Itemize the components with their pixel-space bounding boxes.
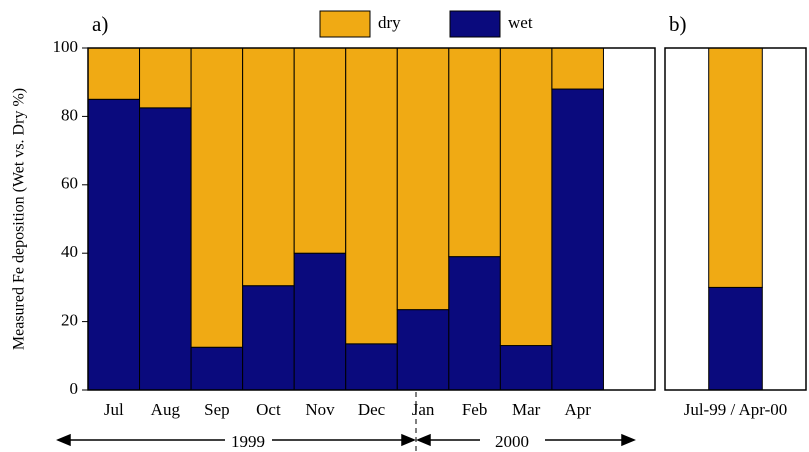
legend-label: dry (378, 13, 401, 32)
bar-segment (551, 47, 604, 90)
bar-segment (190, 346, 244, 391)
bar-segment (242, 285, 295, 391)
x-tick-label: Jul (104, 400, 124, 419)
y-tick-label: 20 (61, 311, 78, 330)
bar-segment (345, 343, 398, 391)
panel-title: b) (669, 12, 687, 36)
bar-segment (396, 47, 450, 311)
x-tick-label: Mar (512, 400, 541, 419)
bar-segment (190, 47, 244, 348)
x-tick-label: Aug (151, 400, 181, 419)
x-tick-label: Nov (305, 400, 335, 419)
bar-segment (396, 309, 450, 391)
y-tick-label: 40 (61, 242, 78, 261)
plot-frame (87, 47, 656, 391)
year-label: 2000 (495, 432, 529, 451)
bar-segment (293, 252, 347, 391)
bar-segment (139, 47, 192, 109)
year-arrows (56, 433, 636, 447)
x-tick-label: Oct (256, 400, 281, 419)
y-tick-label: 0 (70, 379, 79, 398)
bar-segment (448, 256, 501, 391)
y-tick-label: 60 (61, 174, 78, 193)
legend-swatch (319, 10, 371, 38)
bar-segment (242, 47, 295, 287)
bar-segment (87, 98, 141, 391)
y-axis-label: Measured Fe deposition (Wet vs. Dry %) (11, 88, 28, 350)
y-tick-label: 100 (53, 37, 79, 56)
bar-segment (87, 47, 141, 100)
x-tick-label: Apr (564, 400, 591, 419)
y-tick-label: 80 (61, 105, 78, 124)
year-label: 1999 (231, 432, 265, 451)
bar-segment (293, 47, 347, 254)
x-tick-label: Feb (462, 400, 488, 419)
bar-segment (708, 286, 763, 391)
bar-segment (499, 345, 553, 391)
legend-label: wet (508, 13, 533, 32)
legend-swatch (449, 10, 501, 38)
bar-segment (708, 47, 763, 288)
bar-segment (551, 88, 604, 391)
panel-title: a) (92, 12, 108, 36)
x-tick-label: Jan (412, 400, 435, 419)
x-tick-label: Sep (204, 400, 230, 419)
plot-frame (664, 47, 807, 391)
x-tick-label: Jul-99 / Apr-00 (684, 400, 788, 419)
bar-segment (448, 47, 501, 258)
bar-segment (139, 107, 192, 391)
x-tick-label: Dec (358, 400, 386, 419)
bar-segment (499, 47, 553, 347)
bar-segment (345, 47, 398, 345)
